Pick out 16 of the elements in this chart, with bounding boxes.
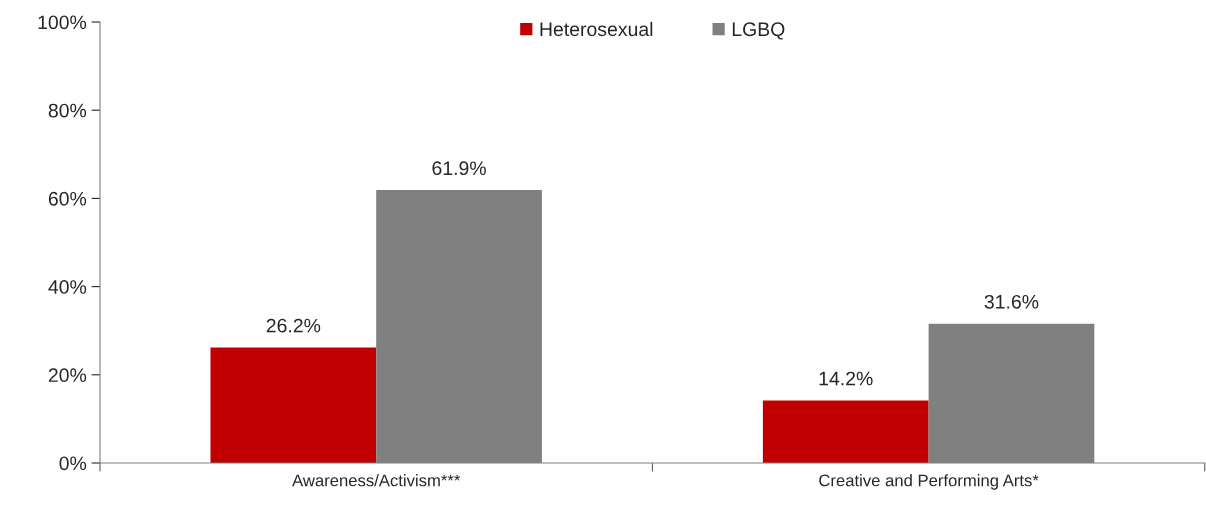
y-tick-label: 20%	[48, 368, 87, 383]
y-tick-label: 40%	[48, 280, 87, 294]
x-tick-label: Creative and Performing Arts*	[819, 474, 1039, 490]
y-tick-label: 0%	[59, 456, 87, 471]
data-label: 14.2%	[819, 371, 873, 386]
data-label: 61.9%	[432, 161, 486, 176]
y-tick-label: 80%	[48, 103, 87, 118]
y-tick-label: 100%	[38, 15, 87, 30]
bar	[762, 400, 929, 463]
bar	[210, 347, 377, 463]
y-tick-label: 60%	[48, 191, 87, 206]
x-tick-label: Awareness/Activism***	[292, 474, 461, 487]
data-label: 26.2%	[266, 318, 321, 333]
data-label: 31.6%	[984, 294, 1039, 309]
legend-label: LGBQ	[732, 22, 785, 40]
legend-label: Heterosexual	[540, 21, 653, 37]
